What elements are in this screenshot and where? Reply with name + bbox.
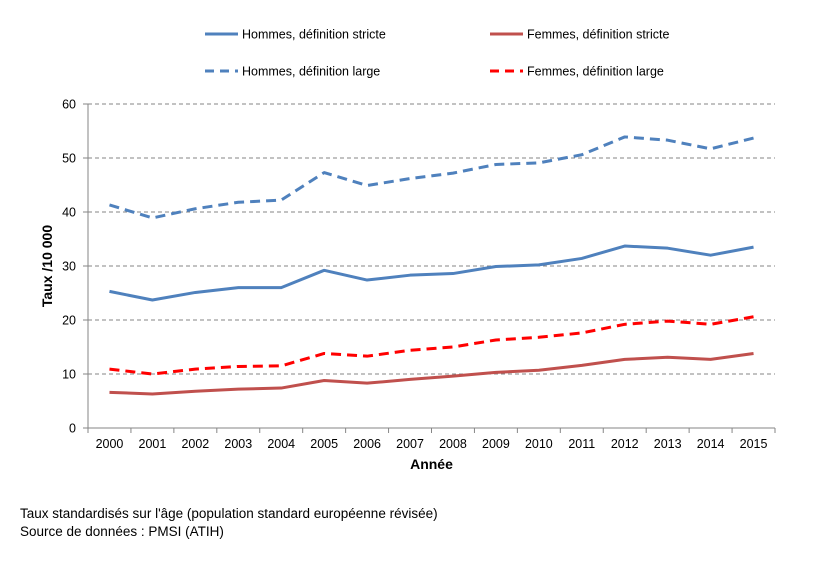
x-axis-title: Année [410, 456, 453, 472]
x-tick-label: 2007 [396, 437, 424, 451]
y-tick-label: 0 [69, 422, 76, 436]
x-tick-label: 2003 [224, 437, 252, 451]
y-tick-label: 10 [62, 368, 76, 382]
x-tick-label: 2015 [740, 437, 768, 451]
x-tick-label: 2000 [96, 437, 124, 451]
legend-label: Hommes, définition stricte [242, 28, 386, 42]
y-tick-label: 50 [62, 152, 76, 166]
x-tick-label: 2005 [310, 437, 338, 451]
series-line-3 [109, 135, 754, 220]
x-tick-label: 2013 [654, 437, 682, 451]
x-tick-label: 2010 [525, 437, 553, 451]
footnote-source: Source de données : PMSI (ATIH) [20, 524, 224, 539]
footnote-standardization: Taux standardisés sur l'âge (population … [20, 506, 438, 521]
x-tick-label: 2014 [697, 437, 725, 451]
legend-label: Hommes, définition large [242, 65, 380, 79]
y-tick-label: 40 [62, 206, 76, 220]
x-tick-label: 2009 [482, 437, 510, 451]
y-tick-label: 20 [62, 314, 76, 328]
legend-label: Femmes, définition stricte [527, 28, 669, 42]
y-tick-label: 30 [62, 260, 76, 274]
y-axis-title: Taux /10 000 [39, 225, 55, 307]
legend-label: Femmes, définition large [527, 65, 664, 79]
x-tick-label: 2011 [568, 437, 595, 451]
x-tick-label: 2006 [353, 437, 381, 451]
series-line-1 [109, 244, 754, 302]
series-line-4 [109, 315, 754, 376]
x-tick-label: 2008 [439, 437, 467, 451]
x-tick-label: 2004 [267, 437, 295, 451]
x-tick-label: 2012 [611, 437, 639, 451]
series-line-2 [109, 351, 754, 396]
x-tick-label: 2002 [181, 437, 209, 451]
x-tick-label: 2001 [139, 437, 167, 451]
y-tick-label: 60 [62, 98, 76, 112]
